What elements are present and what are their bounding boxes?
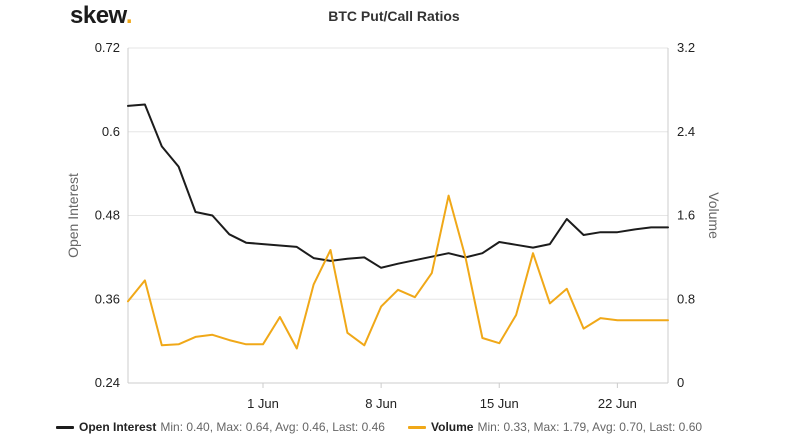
legend-swatch-volume bbox=[408, 425, 426, 429]
y-left-axis-title: Open Interest bbox=[65, 173, 81, 258]
skew-logo: skew. bbox=[70, 2, 133, 29]
y-left-tick-label: 0.24 bbox=[95, 375, 120, 390]
legend-item-open-interest[interactable]: Open Interest Min: 0.40, Max: 0.64, Avg:… bbox=[56, 420, 385, 434]
y-left-tick-label: 0.48 bbox=[95, 208, 120, 223]
chart-title: BTC Put/Call Ratios bbox=[328, 8, 460, 24]
x-tick-label: 22 Jun bbox=[598, 396, 637, 411]
y-right-tick-label: 0.8 bbox=[677, 291, 695, 306]
y-right-axis-title: Volume bbox=[706, 192, 722, 239]
x-tick-label: 15 Jun bbox=[480, 396, 519, 411]
y-left-tick-label: 0.72 bbox=[95, 40, 120, 55]
x-tick-label: 8 Jun bbox=[365, 396, 397, 411]
y-left-tick-label: 0.6 bbox=[102, 124, 120, 139]
legend-item-volume[interactable]: Volume Min: 0.33, Max: 1.79, Avg: 0.70, … bbox=[408, 420, 702, 434]
legend: Open Interest Min: 0.40, Max: 0.64, Avg:… bbox=[0, 420, 788, 440]
series-line-open-interest bbox=[127, 103, 669, 269]
legend-stats-open-interest: Min: 0.40, Max: 0.64, Avg: 0.46, Last: 0… bbox=[160, 420, 385, 434]
y-right-tick-label: 1.6 bbox=[677, 208, 695, 223]
y-right-tick-label: 0 bbox=[677, 375, 684, 390]
y-left-tick-label: 0.36 bbox=[95, 291, 120, 306]
y-right-tick-label: 2.4 bbox=[677, 124, 695, 139]
x-tick-label: 1 Jun bbox=[247, 396, 279, 411]
legend-stats-volume: Min: 0.33, Max: 1.79, Avg: 0.70, Last: 0… bbox=[477, 420, 703, 434]
chart-area: 0.24 0.36 0.48 0.6 0.72 0 0.8 1.6 2.4 3.2 1 Jun 8 J… bbox=[65, 40, 722, 411]
legend-label-open-interest: Open Interest bbox=[79, 420, 157, 434]
legend-swatch-open-interest bbox=[56, 425, 74, 429]
legend-label-volume: Volume bbox=[431, 420, 474, 434]
series-line-volume bbox=[127, 194, 669, 350]
y-right-tick-label: 3.2 bbox=[677, 40, 695, 55]
